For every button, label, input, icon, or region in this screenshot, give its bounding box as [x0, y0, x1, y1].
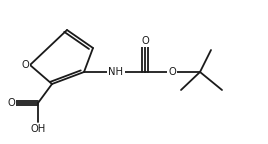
Text: NH: NH	[109, 67, 124, 77]
Text: O: O	[168, 67, 176, 77]
Text: O: O	[7, 98, 15, 108]
Text: OH: OH	[30, 124, 46, 134]
Text: O: O	[141, 36, 149, 46]
Text: O: O	[21, 60, 29, 70]
